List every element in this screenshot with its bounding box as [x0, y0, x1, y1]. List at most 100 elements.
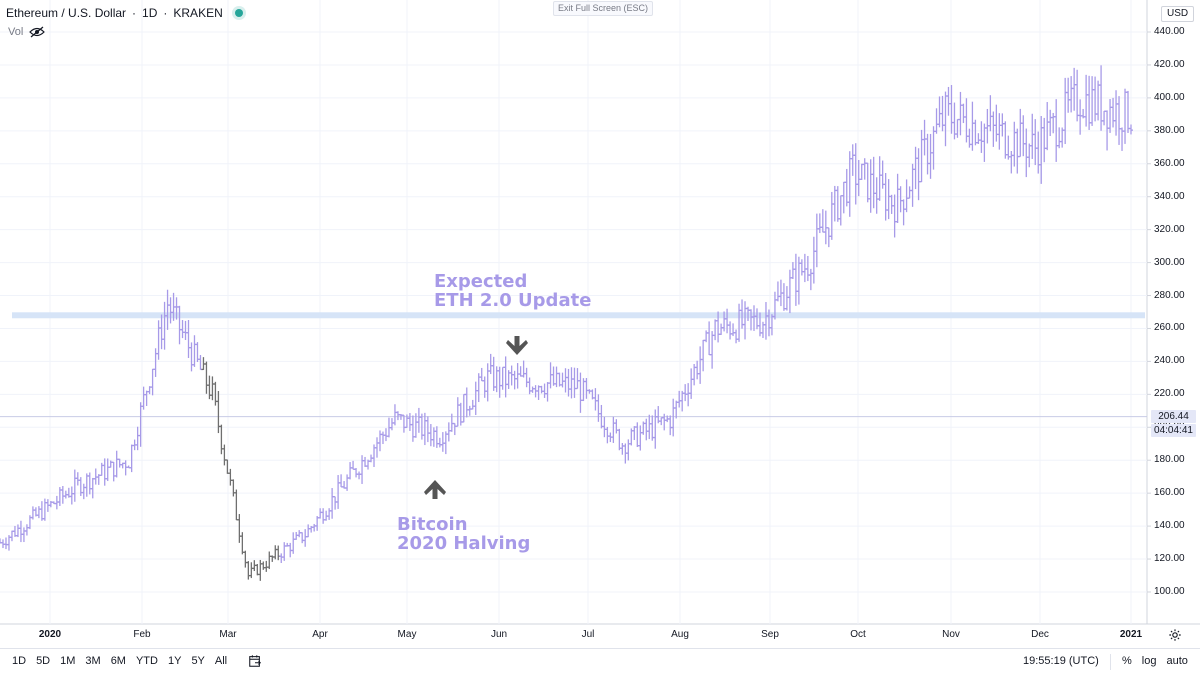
ohlc-bar [503, 356, 508, 398]
range-1y[interactable]: 1Y [167, 655, 182, 667]
ohlc-bar [129, 444, 134, 473]
ohlc-bar [264, 560, 269, 572]
ohlc-bar [988, 95, 993, 132]
ohlc-bar [273, 545, 278, 560]
ohlc-bar [162, 301, 167, 350]
date-range-selector: 1D 5D 1M 3M 6M YTD 1Y 5Y All [12, 655, 227, 667]
ohlc-bar [392, 404, 397, 426]
ohlc-bar [258, 559, 263, 581]
btc-halving-annotation[interactable]: Bitcoin 2020 Halving [397, 515, 530, 553]
ohlc-bar [1078, 99, 1083, 135]
ohlc-bar [60, 485, 65, 504]
ohlc-bar [467, 405, 472, 416]
ohlc-bar [455, 397, 460, 427]
eth-update-annotation[interactable]: Expected ETH 2.0 Update [434, 272, 591, 310]
range-ytd[interactable]: YTD [135, 655, 158, 667]
ohlc-bar [237, 514, 242, 543]
ohlc-bar [452, 422, 457, 436]
ohlc-bar [327, 508, 332, 520]
ohlc-bar [910, 163, 915, 207]
annotation-line: ETH 2.0 Update [434, 290, 592, 311]
scale-option-log[interactable]: log [1141, 655, 1157, 667]
ohlc-bar [868, 159, 873, 213]
ohlc-bar [339, 474, 344, 488]
price-chart[interactable] [0, 0, 1200, 648]
y-tick-label: 160.00 [1154, 487, 1185, 499]
ohlc-bar [895, 173, 900, 224]
ohlc-bar [521, 360, 526, 378]
ohlc-bar [677, 390, 682, 408]
ohlc-bar [841, 181, 846, 214]
ohlc-bar [30, 506, 35, 520]
ohlc-bar [360, 455, 365, 484]
ohlc-bar [1051, 112, 1056, 134]
range-all[interactable]: All [214, 655, 228, 667]
ohlc-bar [1123, 88, 1128, 144]
ohlc-bar [1114, 90, 1119, 136]
ohlc-bar [437, 437, 442, 448]
ohlc-bar [892, 194, 897, 238]
ohlc-bar [877, 156, 882, 201]
ohlc-bar [479, 367, 484, 382]
range-1d[interactable]: 1D [12, 655, 27, 667]
ohlc-bar [530, 386, 535, 393]
ohlc-bar [575, 368, 580, 390]
ohlc-bar [1000, 113, 1005, 137]
ohlc-bar [970, 101, 975, 151]
gear-icon[interactable] [1168, 628, 1182, 642]
exit-fullscreen-button[interactable]: Exit Full Screen (ESC) [553, 1, 654, 16]
ohlc-bar [560, 372, 565, 388]
ohlc-bar [814, 213, 819, 268]
ohlc-bar [144, 390, 149, 406]
ohlc-bar [1063, 77, 1068, 145]
ohlc-bar [461, 393, 466, 423]
ohlc-bar [401, 414, 406, 433]
currency-badge[interactable]: USD [1161, 6, 1195, 22]
range-5d[interactable]: 5D [36, 655, 51, 667]
ohlc-bar [626, 439, 631, 461]
ohlc-bar [446, 422, 451, 442]
ohlc-bar [635, 422, 640, 448]
ohlc-bar [1096, 80, 1101, 121]
ohlc-bar [321, 508, 326, 524]
ohlc-bar [1012, 121, 1017, 167]
x-tick-label: Jul [581, 629, 595, 640]
range-1m[interactable]: 1M [60, 655, 76, 667]
ohlc-bar [222, 444, 227, 466]
ohlc-bar [255, 564, 260, 576]
x-tick-label: Nov [942, 629, 960, 640]
ohlc-bar [330, 488, 335, 519]
ohlc-bar [473, 381, 478, 416]
x-tick-label: Jun [490, 629, 508, 640]
ohlc-bar [781, 283, 786, 311]
ohlc-bar [246, 561, 251, 580]
scale-option-percent[interactable]: % [1122, 655, 1132, 667]
ohlc-bar [1018, 108, 1023, 158]
ohlc-bar [617, 428, 622, 451]
range-6m[interactable]: 6M [110, 655, 126, 667]
ohlc-bar [189, 342, 194, 372]
utc-clock[interactable]: 19:55:19 (UTC) [1023, 655, 1099, 667]
ohlc-bar [153, 348, 158, 377]
calendar-goto-icon[interactable] [248, 654, 262, 668]
eye-hidden-icon[interactable] [29, 26, 46, 38]
ohlc-bar [204, 361, 209, 394]
ohlc-bar [42, 498, 47, 521]
ohlc-bar [551, 366, 556, 386]
ohlc-bar [168, 297, 173, 324]
range-5y[interactable]: 5Y [191, 655, 205, 667]
ohlc-bar [569, 367, 574, 399]
x-tick-label: 2021 [1119, 629, 1143, 640]
market-status-icon [234, 9, 243, 17]
ohlc-bar [955, 118, 960, 138]
ohlc-bar [695, 360, 700, 380]
ohlc-bar [18, 520, 23, 543]
ohlc-bar [375, 437, 379, 458]
ohlc-bar [572, 367, 577, 398]
range-3m[interactable]: 3M [85, 655, 101, 667]
ohlc-bar [389, 418, 394, 431]
ohlc-bar [1108, 99, 1113, 133]
scale-option-auto[interactable]: auto [1166, 655, 1188, 667]
ohlc-bar [701, 339, 706, 372]
